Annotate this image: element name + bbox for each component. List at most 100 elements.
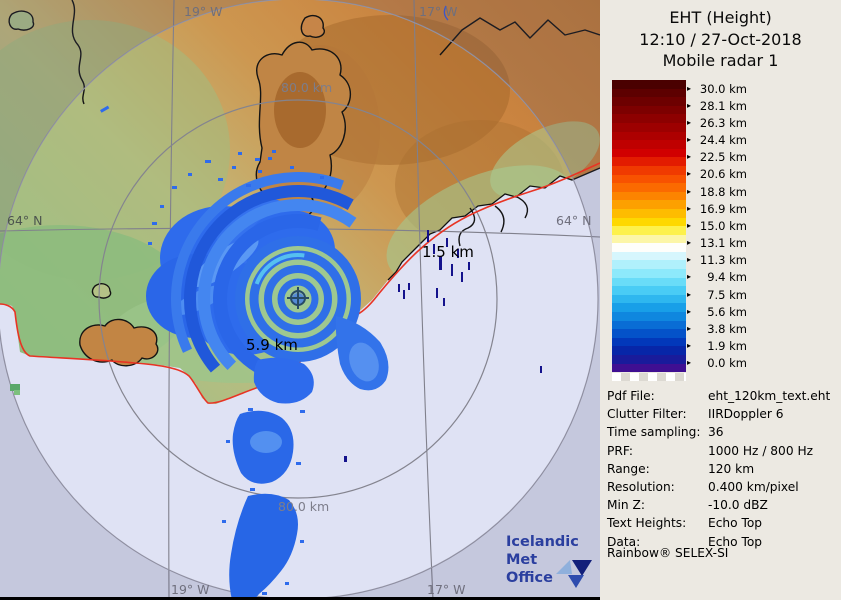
metadata-value: eht_120km_text.eht [708, 389, 831, 403]
echo-top-height-label-2: 1.5 km [422, 243, 474, 261]
colorbar-tick-row: ▸ 28.1 km [687, 97, 762, 114]
height-colorbar-ticks: ▸ 30.0 km ▸ 28.1 km ▸ 26.3 km ▸ 24.4 km ▸ 22.5 km… [687, 80, 762, 372]
metadata-value: Echo Top [708, 516, 763, 531]
grid-label-lon-bottom-right: 17° W [427, 582, 466, 597]
tick-arrow-icon: ▸ [687, 117, 692, 127]
colorbar-band [612, 140, 686, 149]
tick-arrow-icon: ▸ [687, 323, 692, 333]
tick-label: 5.6 km [707, 304, 747, 319]
metadata-value: Echo Top [708, 534, 763, 549]
tick-arrow-icon: ▸ [687, 152, 692, 162]
grid-label-lon-bottom-left: 19° W [171, 582, 210, 597]
colorbar-band [612, 157, 686, 166]
colorbar-band [612, 226, 686, 235]
colorbar-tick-row: ▸ 7.5 km [687, 286, 762, 303]
metadata-value: 36 [708, 425, 724, 440]
tick-label: 22.5 km [699, 150, 747, 165]
tick-arrow-icon: ▸ [687, 289, 692, 299]
map-bottom-border [0, 597, 600, 600]
colorbar-tick-row: ▸ 13.1 km [687, 235, 762, 252]
radar-map: 19° W 17° W 19° W 17° W 64° N 64° N 80.0… [0, 0, 600, 600]
colorbar-band [612, 294, 686, 304]
product-title: EHT (Height) [669, 8, 772, 27]
colorbar-band [612, 208, 686, 218]
tick-arrow-icon: ▸ [687, 220, 692, 230]
colorbar-band [612, 303, 686, 313]
colorbar-band [612, 97, 686, 106]
colorbar-tick-row: ▸ 9.4 km [687, 269, 762, 286]
tick-label: 3.8 km [707, 321, 747, 336]
colorbar-band [612, 260, 686, 270]
colorbar-band [612, 269, 686, 278]
colorbar-band [612, 320, 686, 330]
colorbar-band [612, 174, 686, 184]
colorbar-band [612, 105, 686, 115]
colorbar-tick-row: ▸ 15.0 km [687, 217, 762, 234]
colorbar-band [612, 80, 686, 89]
info-panel: EHT (Height) 12:10 / 27-Oct-2018 Mobile … [600, 0, 841, 600]
out-of-range-mask [0, 0, 600, 600]
colorbar-band [612, 251, 686, 261]
radar-name: Mobile radar 1 [662, 51, 779, 70]
tick-label: 9.4 km [707, 270, 747, 285]
colorbar-band [612, 346, 686, 355]
tick-label: 13.1 km [699, 236, 747, 251]
tick-label: 0.0 km [707, 356, 747, 371]
colorbar-band [612, 363, 686, 373]
colorbar-tick-row: ▸ 3.8 km [687, 320, 762, 337]
tick-arrow-icon: ▸ [687, 238, 692, 248]
metadata-label: Pdf File: [607, 389, 655, 403]
colorbar-band [612, 183, 686, 192]
metadata-label: PRF: [607, 443, 633, 458]
tick-arrow-icon: ▸ [687, 83, 692, 93]
tick-label: 1.9 km [707, 339, 747, 354]
low-echo-dashes [344, 230, 542, 462]
colorbar-band [612, 122, 686, 132]
metadata-label: Clutter Filter: [607, 407, 687, 422]
tick-arrow-icon: ▸ [687, 255, 692, 265]
colorbar-band [612, 355, 686, 364]
colorbar-tick-row: ▸ 11.3 km [687, 252, 762, 269]
logo-line-1: Icelandic Met [506, 534, 579, 568]
colorbar-band [612, 312, 686, 321]
height-colorbar [612, 80, 686, 373]
echo-top-height-label: 5.9 km [246, 336, 298, 354]
metadata-label: Text Heights: [607, 516, 687, 531]
metadata-value: 1000 Hz / 800 Hz [708, 443, 814, 458]
tick-label: 16.9 km [699, 201, 747, 216]
logo-line-2: Office [506, 570, 553, 586]
colorbar-transparency-strip [612, 373, 686, 381]
scan-datetime: 12:10 / 27-Oct-2018 [639, 29, 802, 49]
colorbar-tick-row: ▸ 0.0 km [687, 355, 762, 372]
colorbar-band [612, 191, 686, 201]
radar-map-graphic [0, 0, 600, 600]
colorbar-band [612, 217, 686, 227]
tick-arrow-icon: ▸ [687, 100, 692, 110]
colorbar-band [612, 148, 686, 158]
tick-arrow-icon: ▸ [687, 135, 692, 145]
colorbar-tick-row: ▸ 16.9 km [687, 200, 762, 217]
tick-label: 28.1 km [699, 98, 747, 113]
colorbar-band [612, 165, 686, 175]
colorbar-tick-row: ▸ 30.0 km [687, 80, 762, 97]
colorbar-band [612, 114, 686, 123]
tick-label: 18.8 km [699, 184, 747, 199]
tick-label: 26.3 km [699, 115, 747, 130]
colorbar-tick-row: ▸ 18.8 km [687, 183, 762, 200]
tick-label: 15.0 km [699, 218, 747, 233]
range-ring-label-top: 80.0 km [281, 80, 333, 95]
scan-metadata-table: Pdf File: eht_120km_text.eht Clutter Filte… [607, 387, 839, 551]
colorbar-tick-row: ▸ 5.6 km [687, 303, 762, 320]
colorbar-band [612, 243, 686, 252]
metadata-value: -10.0 dBZ [708, 498, 768, 513]
tick-label: 7.5 km [707, 287, 747, 302]
colorbar-band [612, 329, 686, 338]
grid-label-lat-left: 64° N [7, 213, 43, 228]
metadata-label: Time sampling: [607, 425, 701, 440]
grid-label-lon-top-right: 17° W [419, 4, 458, 19]
tick-arrow-icon: ▸ [687, 169, 692, 179]
colorbar-band [612, 131, 686, 141]
colorbar-band [612, 234, 686, 244]
colorbar-tick-row: ▸ 22.5 km [687, 149, 762, 166]
